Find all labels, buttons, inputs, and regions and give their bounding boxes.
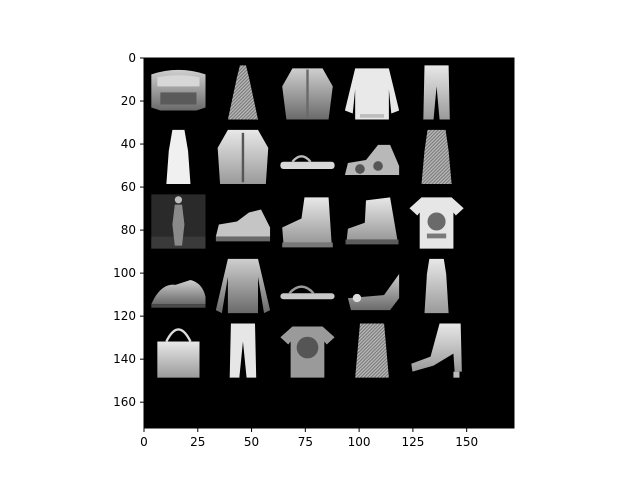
trouser-icon — [423, 65, 450, 120]
x-axis: 0 25 50 75 100 125 150 — [140, 428, 478, 449]
ankle-boot-icon — [282, 197, 333, 248]
y-tick-label: 20 — [121, 94, 136, 108]
sleeveless-dress-icon — [424, 258, 449, 314]
y-tick-label: 80 — [121, 223, 136, 237]
y-tick-label: 60 — [121, 180, 136, 194]
cropped-top-icon — [151, 69, 206, 111]
x-tick-label: 25 — [190, 435, 205, 449]
x-tick-label: 150 — [455, 435, 478, 449]
high-top-sneaker-icon — [345, 197, 399, 245]
y-tick-label: 160 — [113, 395, 136, 409]
bag-icon — [157, 328, 200, 378]
x-tick-label: 0 — [140, 435, 148, 449]
printed-tshirt-icon — [280, 326, 335, 378]
axes-frame — [143, 57, 515, 429]
y-tick-label: 0 — [128, 51, 136, 65]
coat-icon — [217, 129, 269, 185]
y-tick-label: 140 — [113, 352, 136, 366]
flip-flop-sandal-icon — [280, 155, 335, 169]
patterned-dress-icon — [355, 323, 389, 378]
thong-sandal-icon — [280, 285, 335, 300]
full-body-dress-photo-icon — [151, 194, 206, 249]
x-tick-label: 125 — [401, 435, 424, 449]
image-plot — [143, 57, 515, 429]
dress-icon — [166, 129, 191, 185]
hooded-jacket-icon — [282, 68, 333, 120]
x-tick-label: 100 — [348, 435, 371, 449]
y-axis: 0 20 40 60 80 100 120 140 160 — [113, 51, 144, 409]
sandal-icon — [215, 209, 271, 242]
y-tick-label: 120 — [113, 309, 136, 323]
pullover-icon — [344, 68, 400, 120]
y-tick-label: 100 — [113, 266, 136, 280]
graphic-tshirt-icon — [409, 197, 464, 249]
pants-icon — [229, 323, 257, 378]
y-tick-label: 40 — [121, 137, 136, 151]
strappy-sandal-icon — [344, 144, 400, 176]
striped-dress-icon — [421, 129, 452, 185]
x-tick-label: 50 — [244, 435, 259, 449]
long-dress-icon — [227, 65, 259, 120]
image-tiles — [151, 65, 464, 378]
heeled-boot-icon — [411, 323, 462, 378]
wedge-sandal-icon — [347, 273, 400, 311]
long-sleeve-shirt-icon — [215, 258, 271, 314]
sneaker-icon — [151, 280, 206, 308]
x-tick-label: 75 — [298, 435, 313, 449]
